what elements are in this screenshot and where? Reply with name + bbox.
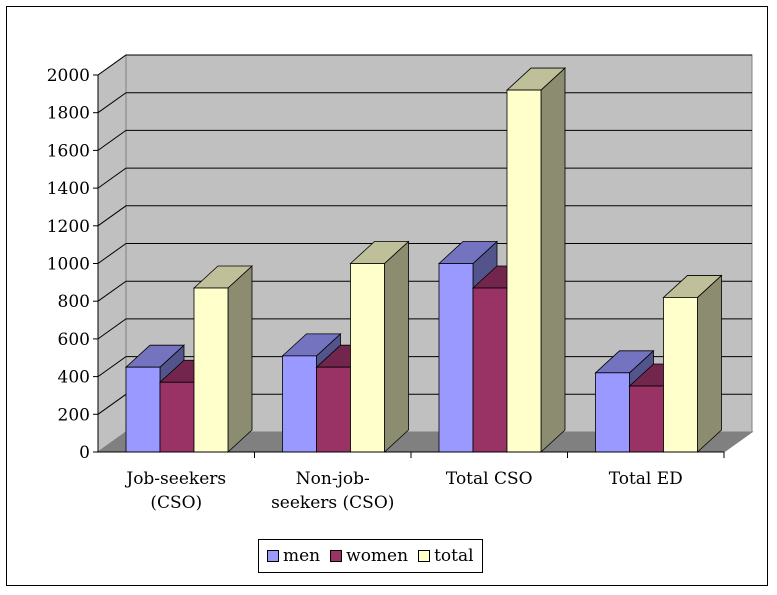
bar-side [697,274,722,453]
y-tick-label: 1800 [47,104,90,124]
y-tick-label: 200 [58,405,90,425]
legend-item-women: women [330,546,408,566]
y-tick-label: 1000 [47,255,90,275]
bar [124,344,186,453]
x-tick-label: Total ED [609,469,683,489]
gridline [97,54,752,76]
bar-front [350,263,385,453]
x-axis-labels: Job-seekers (CSO) Non-job-seekers (CSO) Tot… [98,451,725,513]
y-tick-label: 600 [58,330,90,350]
legend: men women total [258,539,483,573]
bar-front [629,385,664,453]
y-tick-label: 2000 [47,66,90,86]
bar-front [193,287,229,453]
bar-front [438,263,474,453]
legend-item-men: men [267,546,320,566]
legend-label-total: total [434,546,474,566]
bar-front [159,381,195,453]
bar-front [506,89,542,453]
y-tick-label: 1200 [47,217,90,237]
bar-side [227,265,253,453]
x-tick-label: (CSO) [150,493,202,513]
x-tick-label: Non-job- [296,469,370,489]
bar-side [384,240,409,453]
y-tick-label: 400 [58,368,90,388]
legend-swatch-men [267,550,279,562]
legend-swatch-total [418,550,431,562]
bar [192,265,254,453]
bar-front [316,366,351,453]
legend-swatch-women [330,550,343,562]
bar [349,240,410,453]
y-tick-label: 1400 [47,179,90,199]
x-tick-label: Job-seekers [124,469,226,489]
x-tick-label: Total CSO [446,469,533,489]
legend-label-men: men [283,546,321,566]
bar [505,67,567,453]
bar-front [472,287,508,453]
y-tick-label: 800 [58,292,90,312]
bar [662,274,723,453]
x-tick-label: seekers (CSO) [271,493,394,513]
bar-side [540,67,566,453]
bar-front [663,297,698,453]
bars [124,67,723,453]
y-tick-label: 0 [79,443,90,463]
legend-item-total: total [418,546,474,566]
legend-label-women: women [346,546,409,566]
bar-front [282,355,317,453]
y-tick-label: 1600 [47,141,90,161]
bar-front [595,372,630,453]
y-axis: 0 200 400 600 800 1000 1200 1400 1600 1800 2000 [47,66,99,463]
bar-front [125,366,161,453]
